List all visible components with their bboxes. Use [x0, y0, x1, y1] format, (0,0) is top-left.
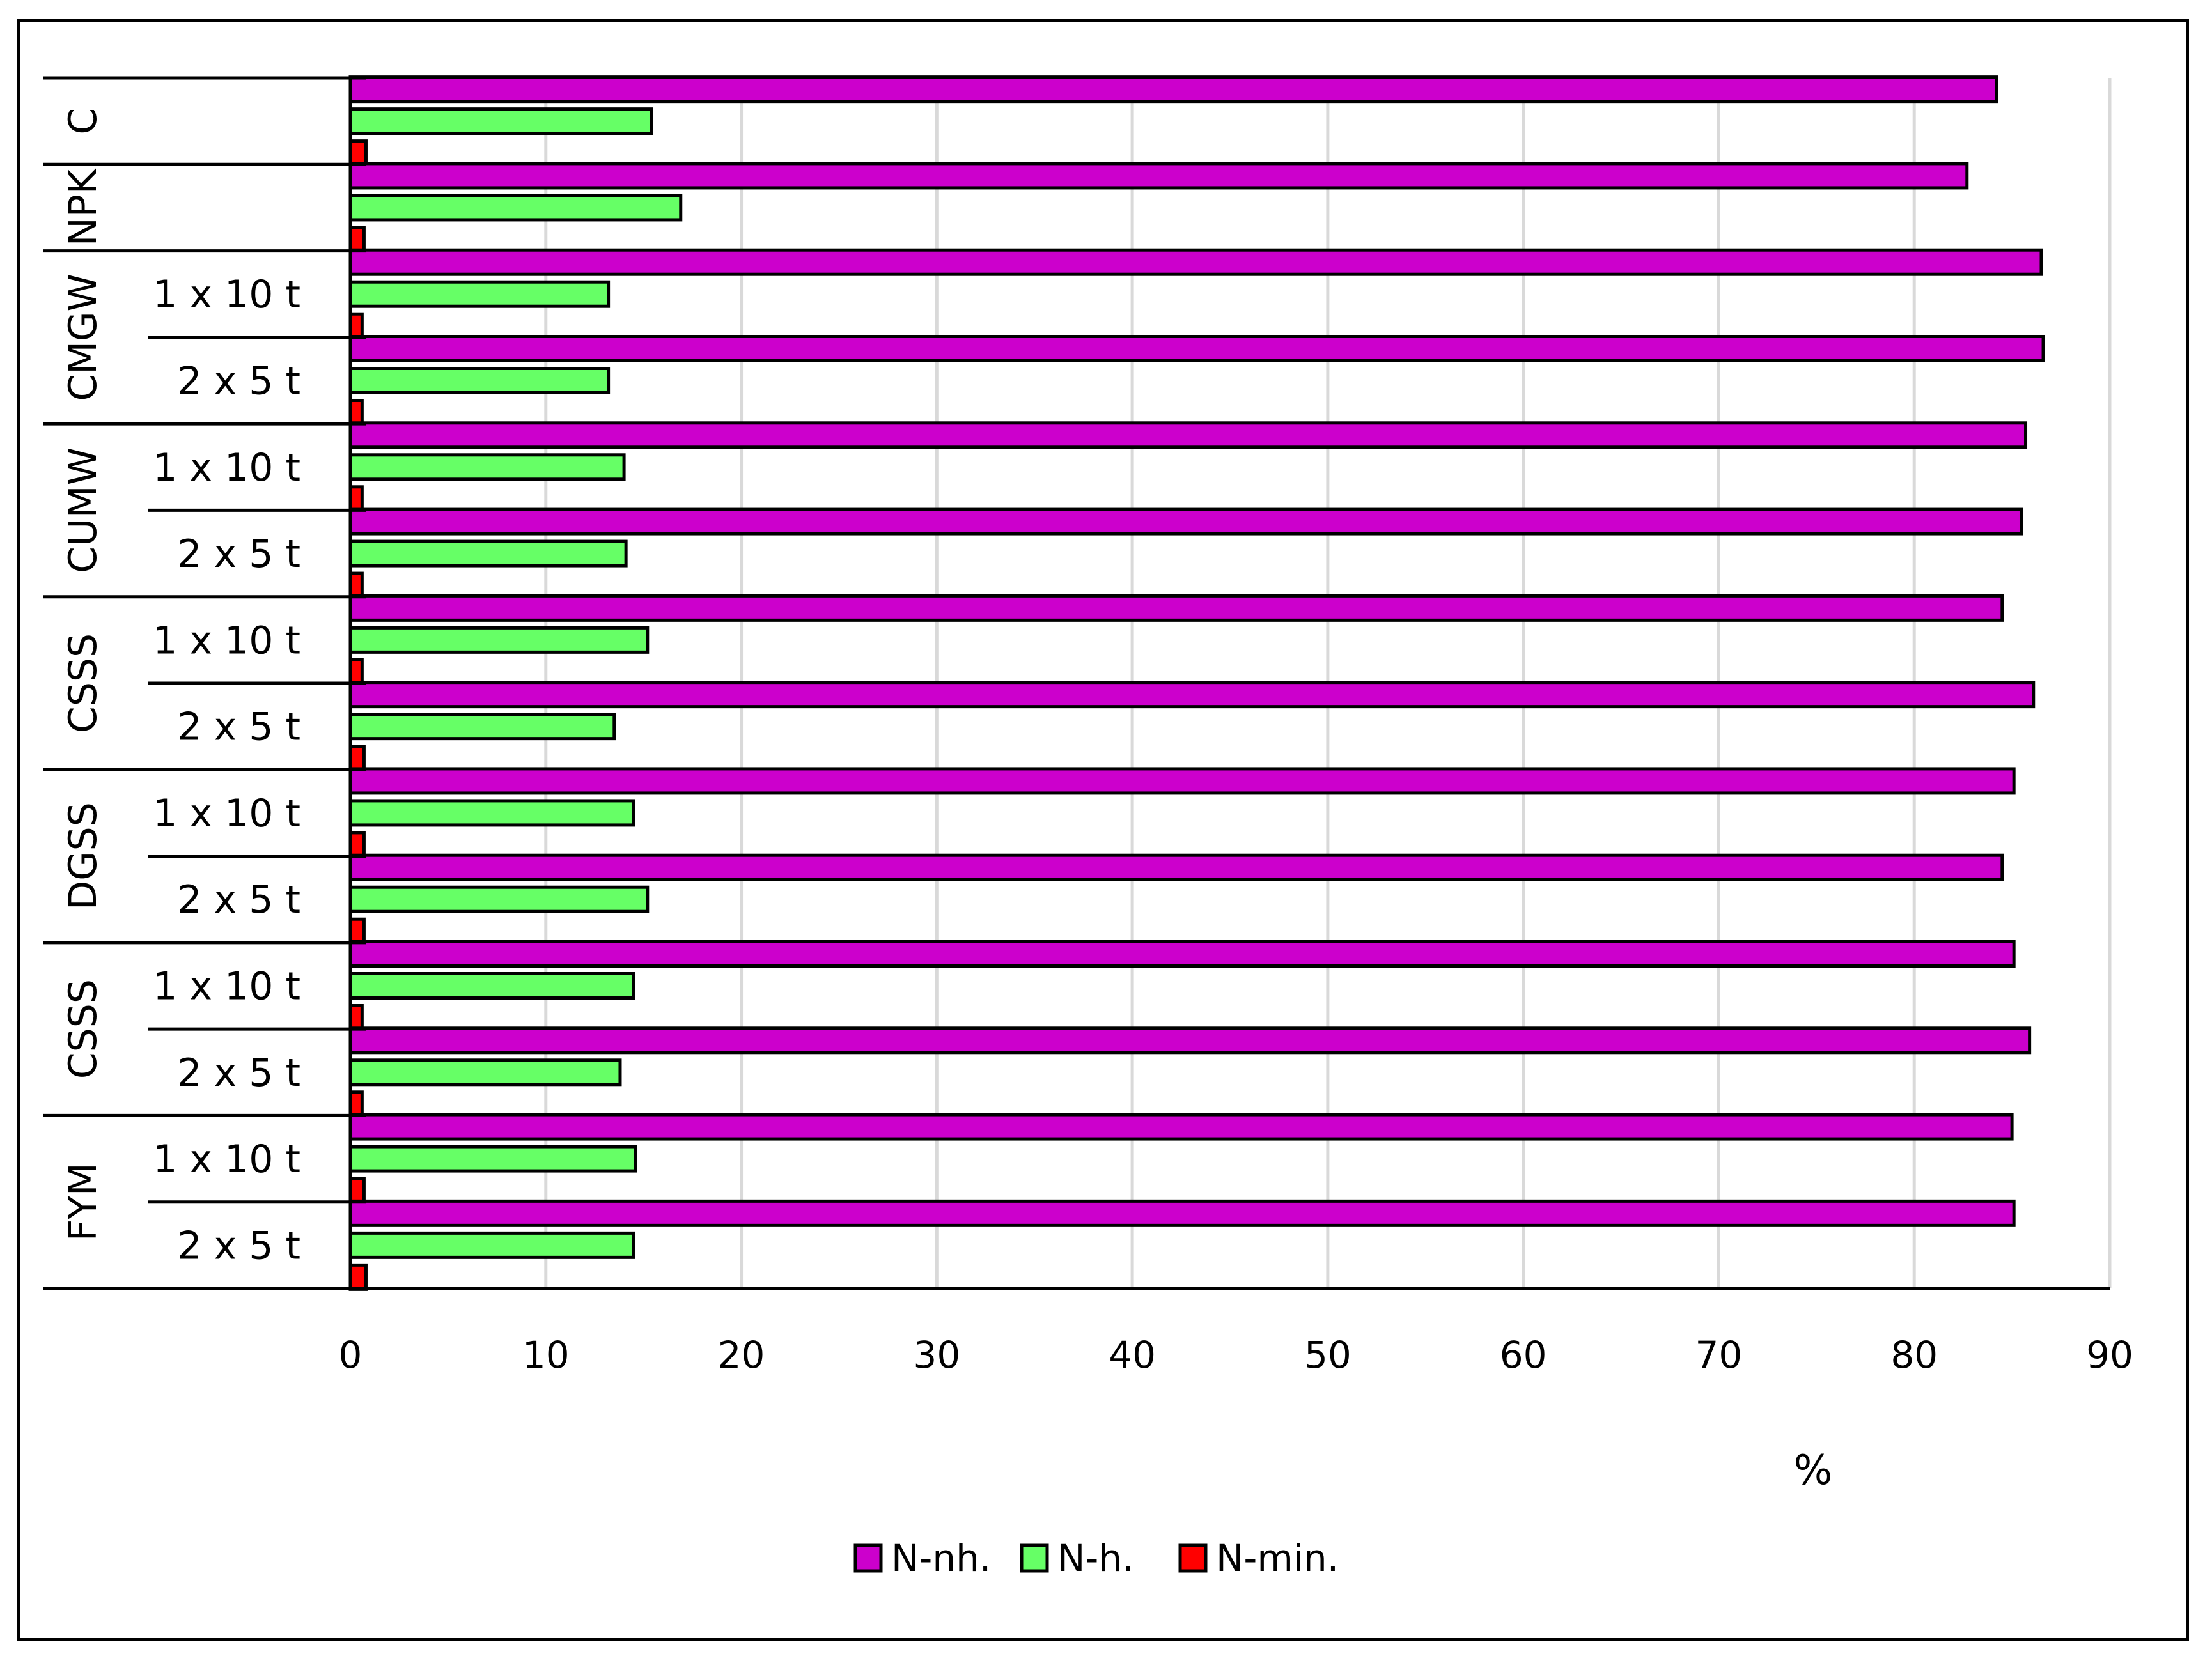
group-label: CSSS — [61, 633, 105, 733]
bar-n-min — [348, 831, 366, 859]
x-tick-label: 10 — [522, 1333, 570, 1377]
bar-n-min — [348, 658, 364, 686]
group-label: CMGW — [61, 274, 105, 401]
x-tick-label: 60 — [1500, 1333, 1547, 1377]
x-tick-labels: 0 10 20 30 40 50 60 70 80 90 — [339, 1333, 2133, 1377]
bar-n-h — [348, 367, 611, 394]
bar-n-nh — [348, 1199, 2016, 1227]
legend-label: N-nh. — [891, 1536, 991, 1580]
bars — [348, 75, 2045, 1291]
bar-n-min — [348, 312, 364, 340]
bar-n-min — [348, 1263, 368, 1291]
subcategory-label: 1 x 10 t — [153, 1137, 300, 1182]
bar-n-min — [348, 485, 364, 513]
x-tick-label: 20 — [718, 1333, 765, 1377]
bar-n-h — [348, 453, 626, 481]
bar-n-min — [348, 571, 364, 599]
bar-n-min — [348, 1177, 366, 1205]
bar-n-nh — [348, 767, 2016, 795]
bar-n-nh — [348, 75, 1998, 104]
legend-label: N-min. — [1216, 1536, 1339, 1580]
subcategory-label: 2 x 5 t — [177, 1223, 300, 1268]
bar-n-h — [348, 626, 650, 654]
subcategory-label: 2 x 5 t — [177, 1051, 300, 1095]
group-label: CSSS — [61, 979, 105, 1079]
bar-n-nh — [348, 681, 2036, 709]
bar-n-h — [348, 1058, 622, 1087]
x-tick-label: 80 — [1890, 1333, 1938, 1377]
bar-n-h — [348, 972, 635, 1000]
bar-n-nh — [348, 1113, 2014, 1141]
bar-n-nh — [348, 421, 2028, 449]
bar-n-min — [348, 745, 366, 773]
group-label: C — [61, 108, 105, 135]
category-labels: C NPK CMGW 1 x 10 t 2 x 5 t CUMW 1 x 10 t 2 x 5… — [61, 108, 300, 1269]
subcategory-label: 1 x 10 t — [153, 445, 300, 490]
bar-n-nh — [348, 162, 1969, 190]
group-label: DGSS — [61, 802, 105, 910]
subcategory-label: 1 x 10 t — [153, 618, 300, 663]
x-axis-label: % — [1794, 1447, 1833, 1494]
bar-n-h — [348, 713, 616, 741]
bar-n-h — [348, 539, 628, 568]
x-tick-label: 30 — [913, 1333, 960, 1377]
x-tick-label: 50 — [1304, 1333, 1351, 1377]
subcategory-label: 1 x 10 t — [153, 272, 300, 317]
legend: N-nh. N-h. N-min. — [853, 1536, 1339, 1580]
x-tick-label: 90 — [2086, 1333, 2133, 1377]
bar-n-nh — [348, 940, 2016, 968]
bar-n-min — [348, 917, 366, 945]
bar-n-h — [348, 280, 611, 308]
bar-n-min — [348, 139, 368, 167]
bar-n-min — [348, 399, 364, 426]
bar-n-nh — [348, 1026, 2032, 1055]
bar-n-h — [348, 1231, 635, 1259]
legend-swatch — [853, 1543, 883, 1573]
bar-n-h — [348, 799, 635, 827]
legend-swatch — [1178, 1543, 1208, 1573]
x-tick-label: 0 — [339, 1333, 362, 1377]
subcategory-label: 2 x 5 t — [177, 705, 300, 750]
bar-n-min — [348, 226, 366, 254]
axes — [43, 76, 2110, 1290]
bar-n-h — [348, 1145, 637, 1173]
subcategory-label: 1 x 10 t — [153, 791, 300, 836]
group-label: NPK — [61, 168, 105, 246]
bar-n-h — [348, 107, 653, 135]
bar-n-h — [348, 885, 650, 913]
legend-label: N-h. — [1057, 1536, 1134, 1580]
group-label: FYM — [61, 1163, 105, 1241]
bar-n-nh — [348, 248, 2043, 276]
bar-n-h — [348, 194, 683, 222]
subcategory-label: 2 x 5 t — [177, 359, 300, 404]
x-tick-label: 70 — [1695, 1333, 1743, 1377]
legend-swatch — [1020, 1543, 1049, 1573]
subcategory-label: 1 x 10 t — [153, 964, 300, 1009]
subcategory-label: 2 x 5 t — [177, 878, 300, 922]
group-label: CUMW — [61, 447, 105, 573]
bar-n-nh — [348, 507, 2023, 536]
x-tick-label: 40 — [1109, 1333, 1156, 1377]
subcategory-label: 2 x 5 t — [177, 532, 300, 576]
bar-n-nh — [348, 335, 2045, 362]
bar-n-nh — [348, 594, 2004, 622]
bar-n-min — [348, 1090, 364, 1118]
bar-n-nh — [348, 853, 2004, 881]
bar-n-min — [348, 1004, 364, 1032]
